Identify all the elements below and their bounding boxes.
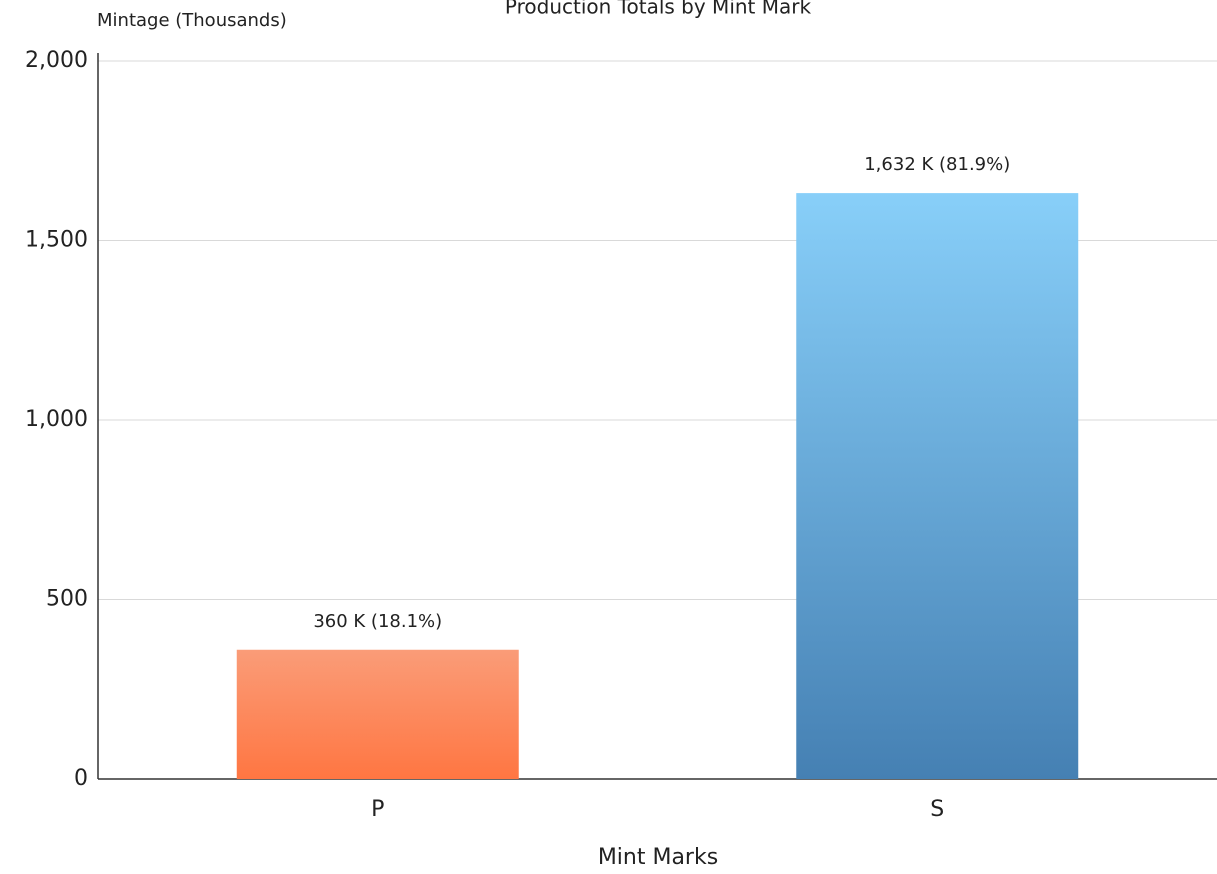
y-tick-label: 0	[74, 766, 88, 791]
y-tick-label: 500	[46, 587, 88, 612]
data-label: 360 K (18.1%)	[313, 611, 442, 632]
x-axis-label: Mint Marks	[598, 845, 718, 870]
chart-title: Production Totals by Mint Mark	[505, 0, 812, 19]
y-tick-label: 1,000	[25, 407, 88, 432]
bar	[796, 193, 1078, 779]
y-axis-label: Mintage (Thousands)	[97, 10, 287, 31]
chart: Production Totals by Mint Mark Mintage (…	[0, 0, 1217, 874]
y-tick-label: 2,000	[25, 48, 88, 73]
x-tick-label: S	[930, 797, 944, 822]
y-tick-label: 1,500	[25, 228, 88, 253]
data-label: 1,632 K (81.9%)	[864, 154, 1010, 175]
bar	[237, 650, 519, 779]
x-tick-label: P	[371, 797, 384, 822]
page: {"chart_data": { "type": "bar", "title":…	[0, 0, 1217, 874]
